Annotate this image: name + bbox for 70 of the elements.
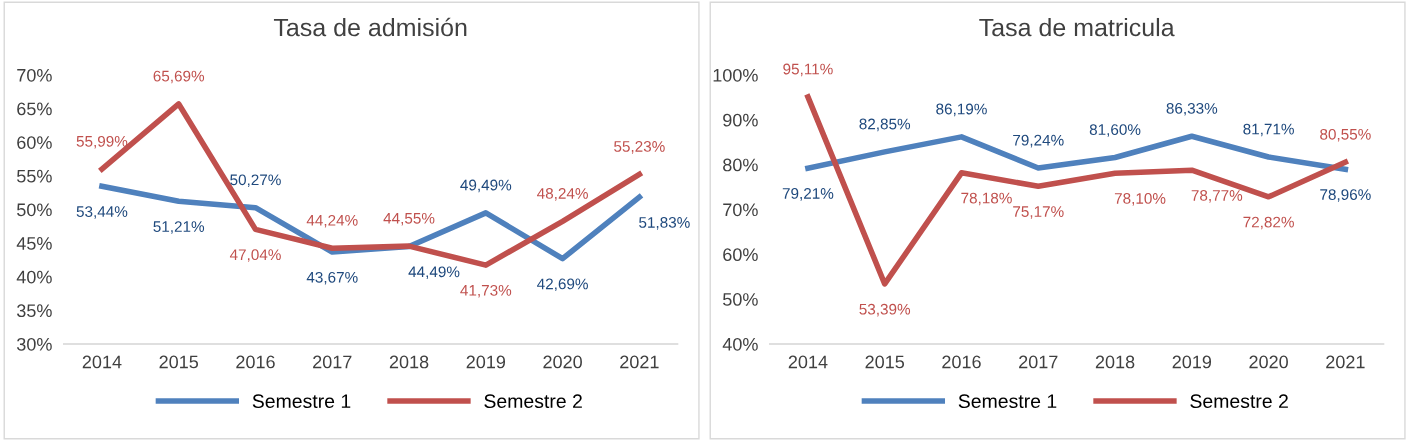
data-label: 49,49% <box>460 179 512 193</box>
x-tick-label: 2017 <box>1019 355 1058 369</box>
x-tick-label: 2014 <box>82 355 122 369</box>
x-tick-label: 2020 <box>1249 355 1288 369</box>
data-label: 79,24% <box>1013 134 1064 148</box>
x-tick-label: 2015 <box>159 355 199 369</box>
legend-label: Semestre 2 <box>484 394 582 409</box>
y-tick-label: 65% <box>17 102 52 116</box>
data-label: 55,23% <box>614 141 665 154</box>
data-label: 81,71% <box>1243 123 1294 137</box>
y-tick-label: 45% <box>16 237 52 250</box>
data-label: 78,96% <box>1320 189 1371 202</box>
data-label: 53,39% <box>859 303 911 317</box>
y-tick-label: 30% <box>16 337 52 351</box>
x-tick-label: 2020 <box>543 355 582 369</box>
y-tick-label: 80% <box>723 158 758 172</box>
data-label: 65,69% <box>153 70 205 84</box>
x-tick-label: 2019 <box>466 355 506 369</box>
x-tick-label: 2021 <box>1326 355 1365 369</box>
data-label: 78,10% <box>1114 193 1166 206</box>
data-label: 78,18% <box>961 192 1012 206</box>
data-label: 86,19% <box>936 103 987 117</box>
x-tick-label: 2016 <box>236 355 275 369</box>
data-label: 47,04% <box>229 249 281 262</box>
y-tick-label: 70% <box>17 68 52 82</box>
y-tick-label: 50% <box>723 293 758 306</box>
y-tick-label: 50% <box>17 203 52 217</box>
y-tick-label: 35% <box>16 304 52 318</box>
data-label: 44,49% <box>408 266 460 279</box>
x-tick-label: 2014 <box>788 355 828 369</box>
data-label: 81,60% <box>1089 124 1141 137</box>
y-tick-label: 40% <box>16 270 52 284</box>
y-tick-label: 70% <box>723 203 758 217</box>
chart-title: Tasa de admisión <box>273 17 467 37</box>
y-tick-label: 60% <box>17 136 52 149</box>
y-tick-label: 60% <box>723 248 758 262</box>
x-tick-label: 2017 <box>313 355 352 369</box>
data-label: 43,67% <box>306 271 358 285</box>
data-label: 44,55% <box>383 212 435 226</box>
data-label: 75,17% <box>1013 206 1064 219</box>
x-tick-label: 2018 <box>1095 355 1135 369</box>
data-label: 78,77% <box>1191 190 1243 203</box>
x-tick-label: 2021 <box>620 355 659 369</box>
data-label: 72,82% <box>1243 216 1294 230</box>
y-tick-label: 55% <box>17 169 52 183</box>
data-label: 44,24% <box>306 214 358 228</box>
legend-label: Semestre 1 <box>252 394 351 409</box>
data-label: 55,99% <box>76 135 128 149</box>
data-label: 51,21% <box>153 221 205 234</box>
legend-label: Semestre 2 <box>1190 394 1288 409</box>
data-label: 48,24% <box>537 188 588 201</box>
x-tick-label: 2018 <box>389 355 429 369</box>
data-label: 51,83% <box>639 217 690 230</box>
x-tick-label: 2015 <box>865 355 905 369</box>
y-tick-label: 90% <box>723 113 758 127</box>
data-label: 50,27% <box>230 174 281 187</box>
data-label: 53,44% <box>76 206 128 219</box>
data-label: 86,33% <box>1166 102 1218 116</box>
data-label: 80,55% <box>1320 128 1371 142</box>
x-tick-label: 2016 <box>942 355 981 369</box>
data-label: 82,85% <box>859 118 911 132</box>
y-tick-label: 40% <box>722 337 758 351</box>
legend-label: Semestre 1 <box>958 394 1057 409</box>
data-label: 95,11% <box>783 63 833 77</box>
chart-title: Tasa de matricula <box>979 17 1175 37</box>
data-label: 79,21% <box>782 188 834 201</box>
y-tick-label: 100% <box>713 68 758 82</box>
data-label: 41,73% <box>460 284 512 298</box>
x-tick-label: 2019 <box>1172 355 1212 369</box>
data-label: 42,69% <box>537 278 588 292</box>
